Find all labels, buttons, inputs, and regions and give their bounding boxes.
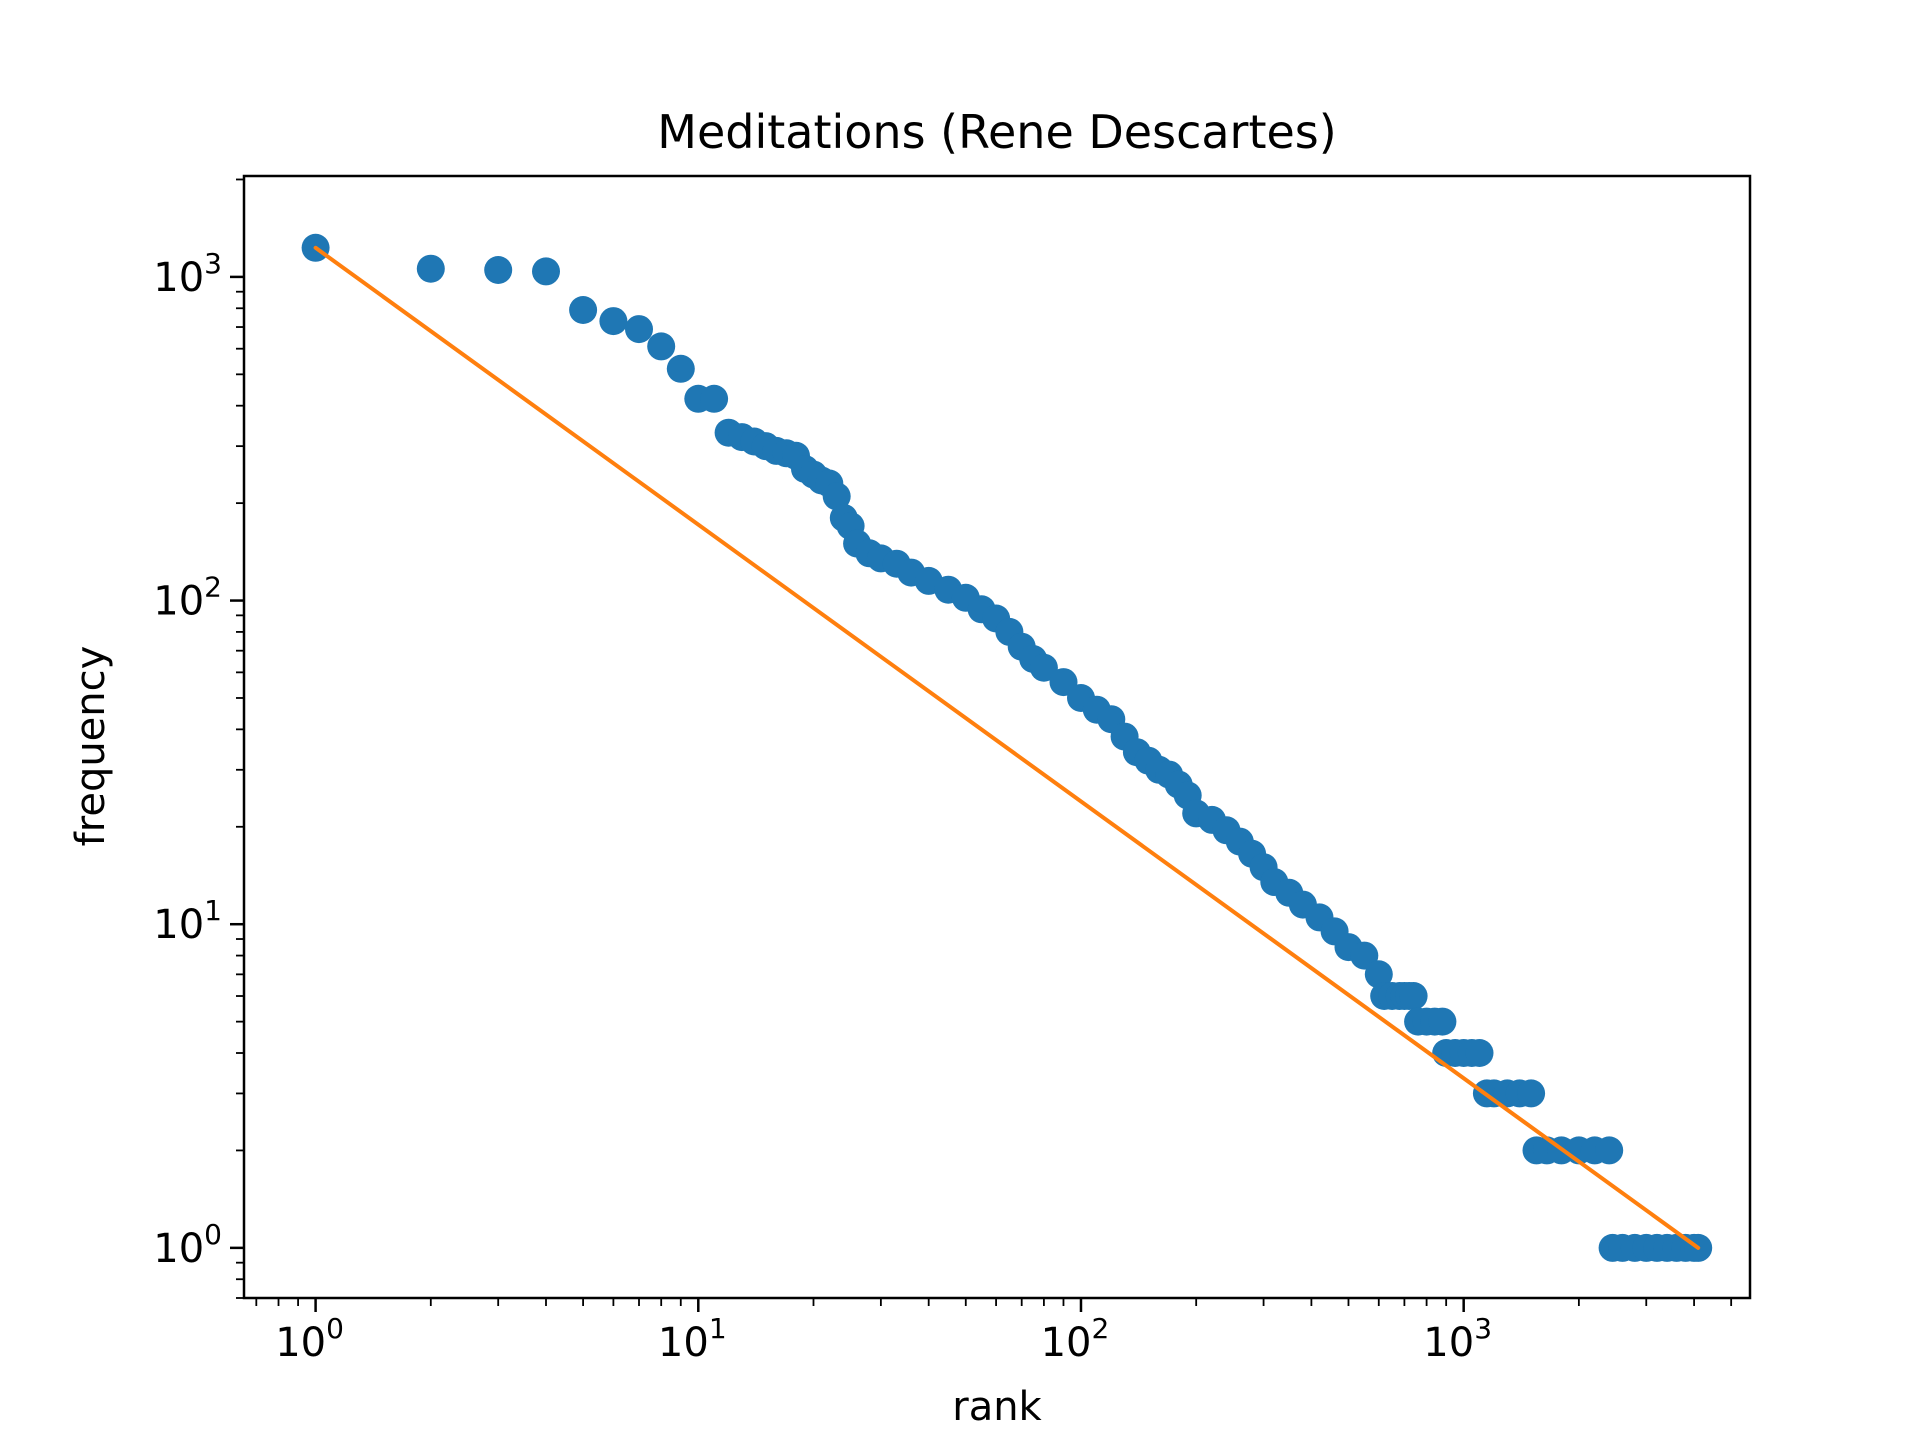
data-point <box>1029 653 1058 682</box>
y-tick-label: 103 <box>153 247 222 301</box>
data-point <box>1517 1079 1546 1108</box>
x-tick-label: 100 <box>275 1312 344 1366</box>
x-axis: 100 101 102 103 <box>255 1298 1733 1366</box>
y-tick-label: 101 <box>153 894 222 948</box>
y-tick-label: 102 <box>153 571 222 625</box>
data-point <box>484 256 513 284</box>
data-point <box>569 296 598 324</box>
x-tick-label: 101 <box>658 1312 727 1366</box>
chart-title: Meditations (Rene Descartes) <box>657 105 1336 159</box>
data-point <box>625 315 653 344</box>
data-point <box>1364 960 1393 989</box>
y-tick-label: 100 <box>153 1218 222 1272</box>
data-point <box>599 307 628 336</box>
data-point <box>1595 1136 1624 1165</box>
data-point <box>532 257 560 286</box>
fit-line <box>313 245 1701 1250</box>
data-point <box>1428 1007 1457 1036</box>
data-point <box>647 332 676 361</box>
y-axis: 100 101 102 103 <box>153 178 244 1299</box>
plot-area <box>301 233 1713 1262</box>
x-axis-label: rank <box>952 1384 1042 1430</box>
data-point <box>416 254 445 283</box>
axes-frame <box>242 174 1752 1300</box>
data-point <box>666 354 695 383</box>
x-tick-label: 103 <box>1423 1312 1492 1366</box>
x-tick-label: 102 <box>1041 1312 1110 1366</box>
data-point <box>700 384 729 413</box>
data-point <box>1399 982 1428 1010</box>
data-point <box>1465 1039 1494 1067</box>
y-axis-label: frequency <box>68 646 114 847</box>
data-point <box>822 482 851 511</box>
